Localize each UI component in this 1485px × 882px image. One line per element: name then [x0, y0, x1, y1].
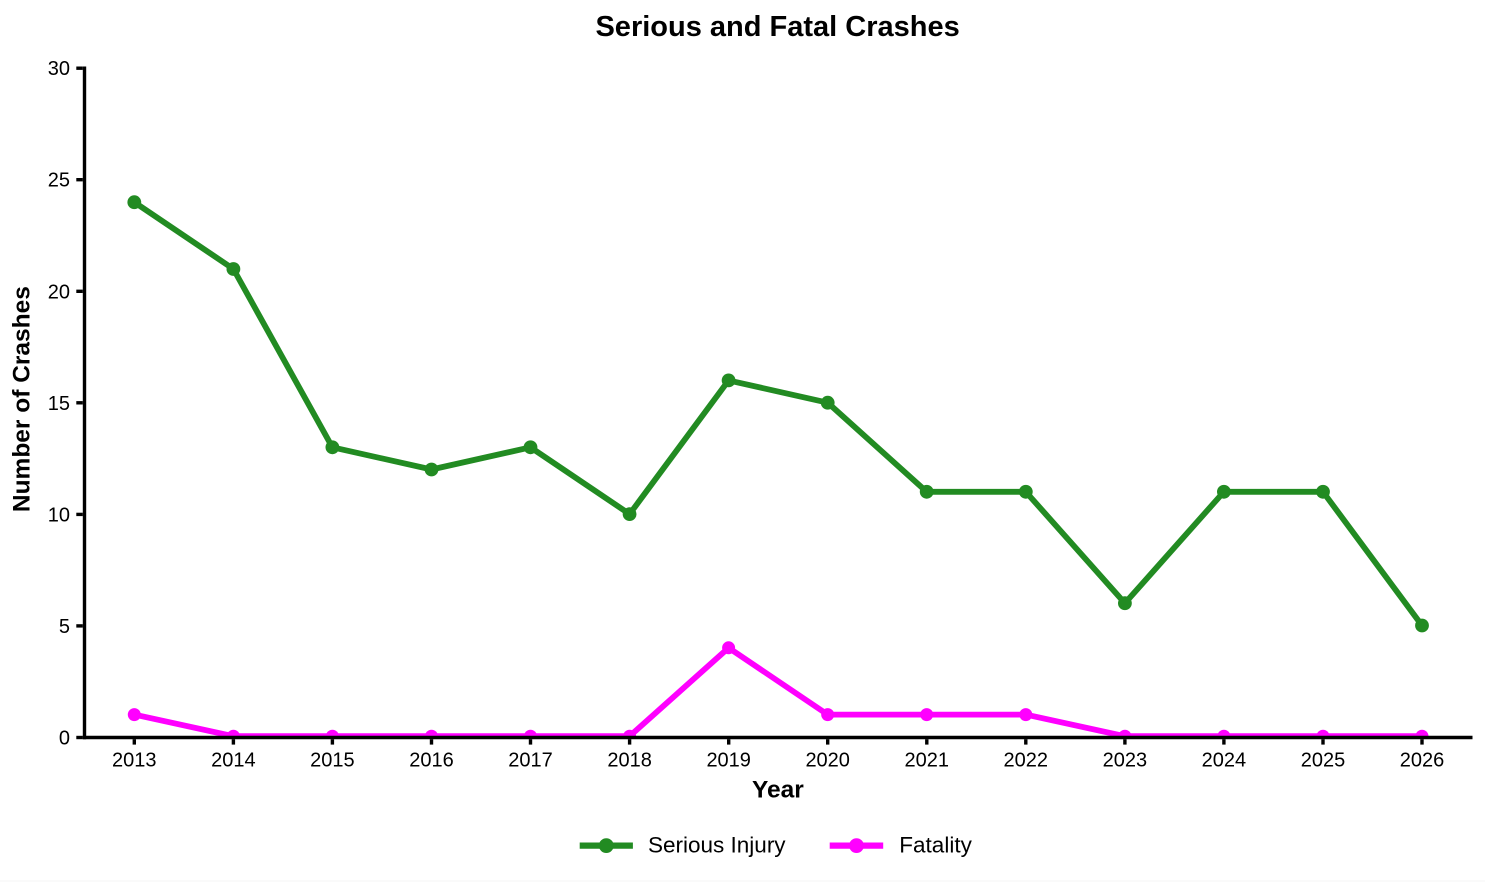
- svg-text:2017: 2017: [508, 750, 553, 772]
- svg-text:2016: 2016: [409, 750, 454, 772]
- svg-text:20: 20: [48, 281, 70, 303]
- svg-text:2018: 2018: [607, 750, 652, 772]
- svg-text:2019: 2019: [706, 750, 751, 772]
- svg-text:15: 15: [48, 393, 70, 415]
- svg-text:2023: 2023: [1103, 750, 1148, 772]
- svg-text:Year: Year: [752, 777, 804, 804]
- svg-text:30: 30: [48, 58, 70, 80]
- svg-text:2013: 2013: [112, 750, 157, 772]
- svg-text:Number of Crashes: Number of Crashes: [9, 286, 36, 512]
- svg-text:Serious and Fatal Crashes: Serious and Fatal Crashes: [595, 11, 959, 43]
- svg-text:5: 5: [59, 616, 70, 638]
- svg-text:2014: 2014: [211, 750, 256, 772]
- svg-text:Fatality: Fatality: [899, 833, 972, 858]
- svg-text:2025: 2025: [1301, 750, 1346, 772]
- svg-text:0: 0: [59, 728, 70, 750]
- svg-text:25: 25: [48, 170, 70, 192]
- svg-text:2021: 2021: [905, 750, 950, 772]
- svg-text:2020: 2020: [805, 750, 850, 772]
- svg-text:2026: 2026: [1400, 750, 1445, 772]
- svg-text:Serious Injury: Serious Injury: [648, 833, 786, 858]
- svg-text:2022: 2022: [1004, 750, 1049, 772]
- svg-text:10: 10: [48, 504, 70, 526]
- svg-text:2015: 2015: [310, 750, 355, 772]
- svg-text:2024: 2024: [1202, 750, 1247, 772]
